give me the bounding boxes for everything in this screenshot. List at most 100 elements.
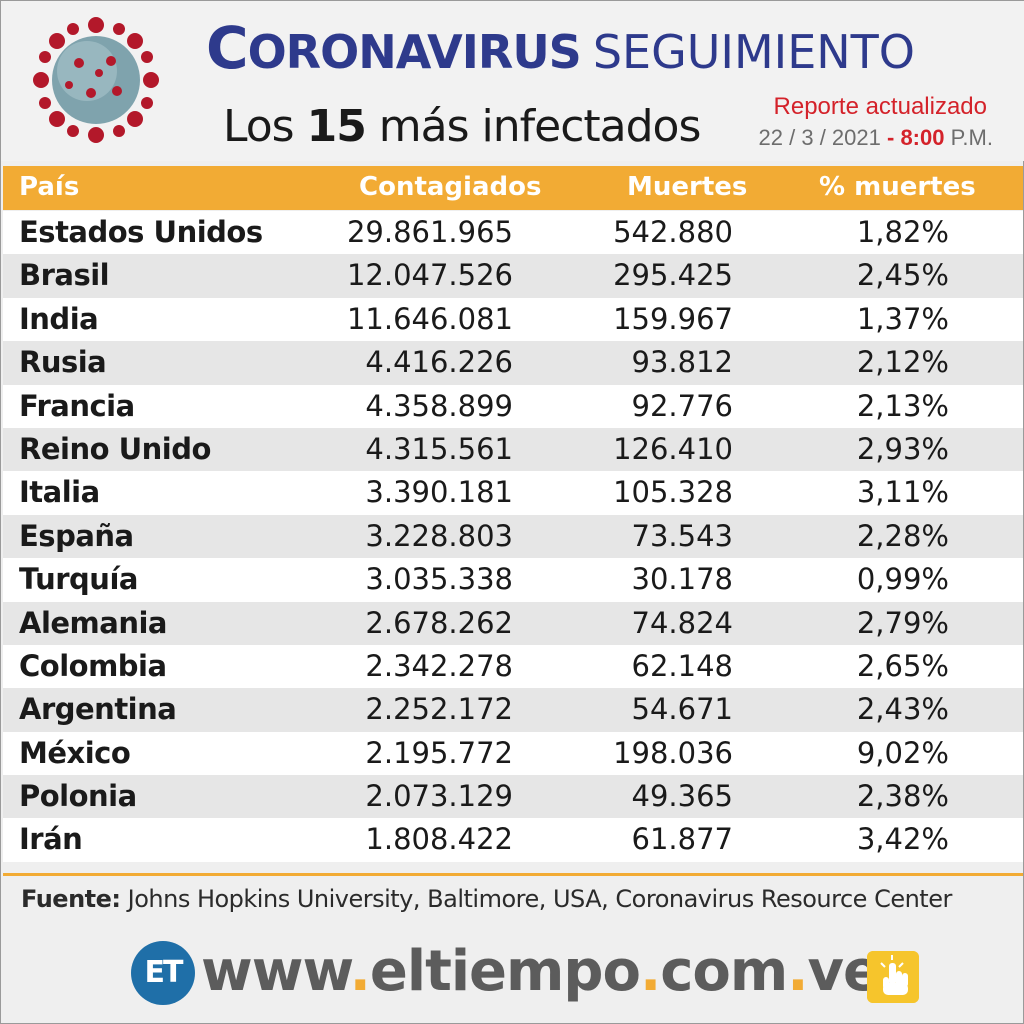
divider bbox=[3, 873, 1023, 876]
table-row: Rusia 4.416.226 93.812 2,12% bbox=[3, 341, 1023, 385]
cases-cell: 29.861.965 bbox=[346, 215, 513, 249]
source-label: Fuente: bbox=[21, 885, 121, 913]
pct-cell: 3,11% bbox=[856, 475, 949, 510]
pct-cell: 2,43% bbox=[856, 692, 949, 727]
cases-cell: 3.390.181 bbox=[365, 475, 513, 510]
deaths-cell: 30.178 bbox=[631, 562, 733, 597]
pct-cell: 2,93% bbox=[856, 431, 949, 466]
table-row: India 11.646.081 159.967 1,37% bbox=[3, 297, 1023, 342]
table-header: País Contagiados Muertes % muertes bbox=[3, 166, 1023, 210]
url-dot: . bbox=[349, 939, 371, 1004]
table-row: Italia 3.390.181 105.328 3,11% bbox=[3, 471, 1023, 515]
deaths-cell: 54.671 bbox=[631, 692, 733, 727]
deaths-cell: 198.036 bbox=[613, 735, 733, 770]
table-row: Brasil 12.047.526 295.425 2,45% bbox=[3, 254, 1023, 298]
country-cell: Brasil bbox=[19, 258, 110, 293]
column-header-pct: % muertes bbox=[819, 172, 976, 202]
deaths-cell: 295.425 bbox=[613, 258, 733, 293]
table-row: Francia 4.358.899 92.776 2,13% bbox=[3, 384, 1023, 428]
deaths-cell: 126.410 bbox=[613, 431, 733, 466]
cases-cell: 3.035.338 bbox=[365, 562, 513, 597]
pct-cell: 2,38% bbox=[856, 779, 949, 814]
country-cell: Polonia bbox=[19, 779, 137, 814]
report-date: 22 / 3 / 2021 - 8:00 P.M. bbox=[759, 125, 993, 151]
url-part-com: com bbox=[660, 939, 788, 1004]
cases-cell: 2.342.278 bbox=[365, 648, 513, 683]
title-secondary: SEGUIMIENTO bbox=[592, 25, 915, 79]
table-row: Turquía 3.035.338 30.178 0,99% bbox=[3, 558, 1023, 602]
table-row: Reino Unido 4.315.561 126.410 2,93% bbox=[3, 427, 1023, 472]
table-row: México 2.195.772 198.036 9,02% bbox=[3, 731, 1023, 776]
deaths-cell: 93.812 bbox=[631, 345, 733, 380]
column-header-deaths: Muertes bbox=[627, 172, 748, 202]
title-rest: ORONAVIRUS bbox=[247, 25, 582, 79]
country-cell: España bbox=[19, 518, 134, 553]
cases-cell: 11.646.081 bbox=[346, 301, 513, 336]
subtitle-prefix: Los bbox=[223, 101, 307, 152]
pct-cell: 3,42% bbox=[856, 822, 949, 857]
website-url[interactable]: www.eltiempo.com.ve bbox=[201, 939, 881, 1004]
country-cell: Turquía bbox=[19, 562, 138, 597]
country-cell: Rusia bbox=[19, 345, 107, 380]
country-cell: Colombia bbox=[19, 648, 167, 683]
deaths-cell: 62.148 bbox=[631, 648, 733, 683]
deaths-cell: 92.776 bbox=[631, 388, 733, 423]
date-separator: - bbox=[880, 125, 901, 150]
column-header-cases: Contagiados bbox=[359, 172, 542, 202]
pct-cell: 1,37% bbox=[856, 301, 949, 336]
country-cell: Argentina bbox=[19, 692, 177, 727]
country-cell: Irán bbox=[19, 822, 83, 857]
country-cell: Italia bbox=[19, 475, 100, 510]
pct-cell: 2,12% bbox=[856, 345, 949, 380]
deaths-cell: 105.328 bbox=[613, 475, 733, 510]
page-title: CORONAVIRUS SEGUIMIENTO bbox=[206, 19, 915, 77]
pct-cell: 2,45% bbox=[856, 258, 949, 293]
cases-cell: 2.252.172 bbox=[365, 692, 513, 727]
subtitle-number: 15 bbox=[306, 101, 367, 152]
header: CORONAVIRUS SEGUIMIENTO Los 15 más infect… bbox=[1, 1, 1024, 161]
country-cell: India bbox=[19, 301, 99, 336]
url-part-domain: eltiempo bbox=[369, 939, 641, 1004]
cases-cell: 12.047.526 bbox=[346, 258, 513, 293]
table-row: Alemania 2.678.262 74.824 2,79% bbox=[3, 601, 1023, 645]
et-logo: ET bbox=[131, 941, 195, 1005]
pct-cell: 0,99% bbox=[856, 562, 949, 597]
country-cell: Estados Unidos bbox=[19, 215, 263, 249]
table-row: Estados Unidos 29.861.965 542.880 1,82% bbox=[3, 211, 1023, 255]
subtitle: Los 15 más infectados bbox=[223, 101, 702, 152]
cases-cell: 1.808.422 bbox=[365, 822, 513, 857]
url-part-www: www bbox=[201, 939, 351, 1004]
coronavirus-icon bbox=[33, 17, 159, 143]
url-dot: . bbox=[639, 939, 661, 1004]
subtitle-suffix: más infectados bbox=[365, 101, 702, 152]
country-cell: Reino Unido bbox=[19, 431, 211, 466]
cases-cell: 2.195.772 bbox=[365, 735, 513, 770]
table-body: Estados Unidos 29.861.965 542.880 1,82% Bras… bbox=[3, 211, 1023, 862]
report-label: Reporte actualizado bbox=[773, 93, 987, 120]
pct-cell: 2,13% bbox=[856, 388, 949, 423]
pct-cell: 2,79% bbox=[856, 605, 949, 640]
cases-cell: 4.315.561 bbox=[365, 431, 513, 466]
time-suffix: P.M. bbox=[944, 125, 993, 150]
pct-cell: 2,28% bbox=[856, 518, 949, 553]
date-value: 22 / 3 / 2021 bbox=[758, 125, 881, 150]
cases-cell: 4.358.899 bbox=[365, 388, 513, 423]
pointer-hand-icon bbox=[867, 951, 919, 1003]
pct-cell: 9,02% bbox=[856, 735, 949, 770]
table-row: España 3.228.803 73.543 2,28% bbox=[3, 514, 1023, 559]
cases-cell: 2.073.129 bbox=[365, 779, 513, 814]
table-row: Polonia 2.073.129 49.365 2,38% bbox=[3, 775, 1023, 819]
country-cell: Francia bbox=[19, 388, 135, 423]
source-text: Johns Hopkins University, Baltimore, USA… bbox=[120, 885, 953, 913]
deaths-cell: 61.877 bbox=[631, 822, 733, 857]
deaths-cell: 74.824 bbox=[631, 605, 733, 640]
deaths-cell: 49.365 bbox=[631, 779, 733, 814]
table-row: Colombia 2.342.278 62.148 2,65% bbox=[3, 644, 1023, 689]
source-note: Fuente: Johns Hopkins University, Baltim… bbox=[21, 885, 952, 913]
country-cell: México bbox=[19, 735, 131, 770]
title-initial: C bbox=[206, 14, 249, 82]
cases-cell: 2.678.262 bbox=[365, 605, 513, 640]
column-header-country: País bbox=[19, 172, 80, 202]
cases-cell: 4.416.226 bbox=[365, 345, 513, 380]
